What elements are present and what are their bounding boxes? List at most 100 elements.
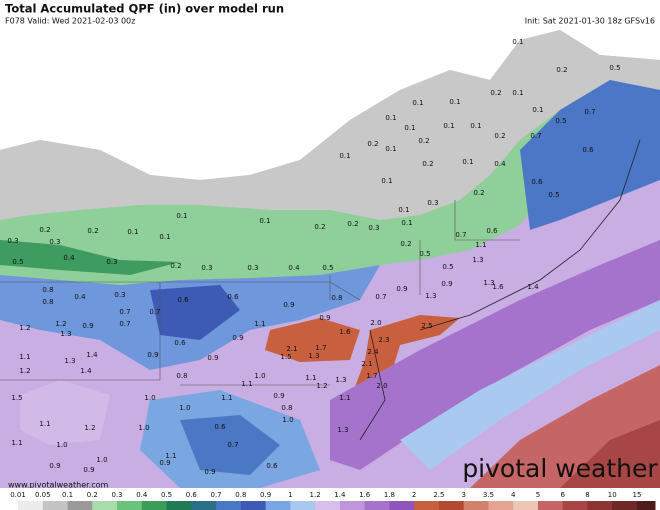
qpf-label: 1.3 xyxy=(335,376,346,384)
qpf-label: 0.3 xyxy=(106,258,117,266)
qpf-label: 1.3 xyxy=(308,352,319,360)
qpf-label: 1.7 xyxy=(315,344,326,352)
colorbar-label: 5 xyxy=(536,491,540,499)
qpf-label: 1.1 xyxy=(241,380,252,388)
qpf-label: 1.3 xyxy=(425,292,436,300)
qpf-label: 0.8 xyxy=(176,372,187,380)
qpf-label: 1.2 xyxy=(316,382,327,390)
qpf-label: 1.3 xyxy=(60,330,71,338)
qpf-label: 1.3 xyxy=(483,279,494,287)
qpf-label: 0.6 xyxy=(177,296,189,304)
qpf-label: 0.7 xyxy=(375,293,386,301)
qpf-label: 1.5 xyxy=(11,394,22,402)
brand-watermark: pivotal weather xyxy=(462,454,658,483)
colorbar-swatch xyxy=(191,501,217,510)
qpf-label: 0.1 xyxy=(339,152,350,160)
colorbar-label: 0.3 xyxy=(111,491,122,499)
colorbar-label: 0.5 xyxy=(161,491,172,499)
qpf-label: 0.5 xyxy=(322,264,333,272)
qpf-label: 0.6 xyxy=(266,462,278,470)
qpf-label: 0.5 xyxy=(12,258,23,266)
qpf-label: 0.1 xyxy=(159,233,170,241)
qpf-label: 0.1 xyxy=(532,106,543,114)
qpf-label: 0.6 xyxy=(582,146,594,154)
qpf-label: 1.0 xyxy=(56,441,67,449)
qpf-label: 1.1 xyxy=(305,374,316,382)
colorbar-label: 0.01 xyxy=(10,491,26,499)
colorbar-label: 0.4 xyxy=(136,491,148,499)
qpf-label: 1.1 xyxy=(475,241,486,249)
colorbar-swatch xyxy=(562,501,588,510)
colorbar-swatch xyxy=(117,501,143,510)
qpf-label: 0.7 xyxy=(119,320,130,328)
qpf-label: 0.1 xyxy=(470,122,481,130)
colorbar-swatch xyxy=(240,501,267,510)
qpf-label: 0.2 xyxy=(473,189,484,197)
qpf-label: 0.3 xyxy=(427,199,438,207)
colorbar-swatch xyxy=(339,501,366,510)
qpf-label: 2.5 xyxy=(421,322,432,330)
qpf-label: 1.3 xyxy=(472,256,483,264)
qpf-label: 0.4 xyxy=(288,264,300,272)
colorbar-label: 2 xyxy=(412,491,416,499)
qpf-label: 0.1 xyxy=(385,145,396,153)
qpf-label: 1.2 xyxy=(19,324,30,332)
qpf-label: 0.9 xyxy=(83,466,94,474)
colorbar-swatch xyxy=(166,501,192,510)
colorbar-swatch xyxy=(537,501,564,510)
qpf-label: 2.1 xyxy=(361,360,372,368)
qpf-label: 1.0 xyxy=(144,394,155,402)
qpf-label: 1.1 xyxy=(339,394,350,402)
qpf-label: 1.1 xyxy=(221,394,232,402)
qpf-label: 0.6 xyxy=(486,227,498,235)
colorbar: 0.01 0.05 0.1 0.2 0.3 0.4 0.5 0.6 0.7 0.8 0.9 1 1.2 1… xyxy=(10,491,656,510)
qpf-label: 1.4 xyxy=(80,367,92,375)
colorbar-label: 0.2 xyxy=(87,491,98,499)
colorbar-swatch xyxy=(463,501,489,510)
colorbar-label: 0.1 xyxy=(62,491,73,499)
colorbar-label: 2.5 xyxy=(433,491,444,499)
qpf-label: 0.7 xyxy=(530,132,541,140)
qpf-label: 0.9 xyxy=(207,354,218,362)
qpf-label: 1.3 xyxy=(64,357,75,365)
colorbar-swatch xyxy=(67,501,93,510)
colorbar-label: 1.6 xyxy=(359,491,371,499)
colorbar-swatch xyxy=(488,501,514,510)
qpf-label: 0.9 xyxy=(283,301,294,309)
qpf-label: 0.1 xyxy=(443,122,454,130)
qpf-label: 0.2 xyxy=(347,220,358,228)
qpf-label: 0.2 xyxy=(556,66,567,74)
qpf-label: 0.6 xyxy=(174,339,186,347)
qpf-label: 0.1 xyxy=(449,98,460,106)
qpf-label: 0.1 xyxy=(259,217,270,225)
colorbar-swatch xyxy=(265,501,291,510)
qpf-label: 0.4 xyxy=(74,293,86,301)
qpf-label: 0.9 xyxy=(319,314,330,322)
colorbar-label: 15 xyxy=(633,491,642,499)
qpf-label: 1.0 xyxy=(254,372,265,380)
qpf-label: 0.1 xyxy=(401,219,412,227)
colorbar-swatch xyxy=(612,501,638,510)
valid-time: F078 Valid: Wed 2021-02-03 00z xyxy=(5,17,135,26)
qpf-label: 0.3 xyxy=(114,291,125,299)
colorbar-swatch xyxy=(141,501,168,510)
colorbar-swatch xyxy=(364,501,390,510)
map: 0.1 0.2 0.5 0.2 0.1 0.1 0.1 0.1 0.7 0.5 0.1 0.1 0.1 0… xyxy=(0,26,660,488)
qpf-label: 0.6 xyxy=(214,423,226,431)
qpf-label: 0.2 xyxy=(367,140,378,148)
header-bar xyxy=(0,0,660,26)
colorbar-swatch xyxy=(414,501,440,510)
qpf-label: 0.9 xyxy=(82,322,93,330)
qpf-label: 0.9 xyxy=(147,351,158,359)
init-time: Init: Sat 2021-01-30 18z GFSv16 xyxy=(525,17,655,26)
colorbar-swatch xyxy=(42,501,69,510)
qpf-label: 0.7 xyxy=(149,308,160,316)
qpf-label: 0.1 xyxy=(462,158,473,166)
colorbar-label: 0.7 xyxy=(211,491,222,499)
qpf-label: 1.2 xyxy=(84,424,95,432)
colorbar-swatch xyxy=(290,501,316,510)
qpf-label: 0.2 xyxy=(170,262,181,270)
qpf-label: 0.9 xyxy=(441,280,452,288)
colorbar-swatch xyxy=(438,501,465,510)
qpf-label: 0.8 xyxy=(331,294,342,302)
